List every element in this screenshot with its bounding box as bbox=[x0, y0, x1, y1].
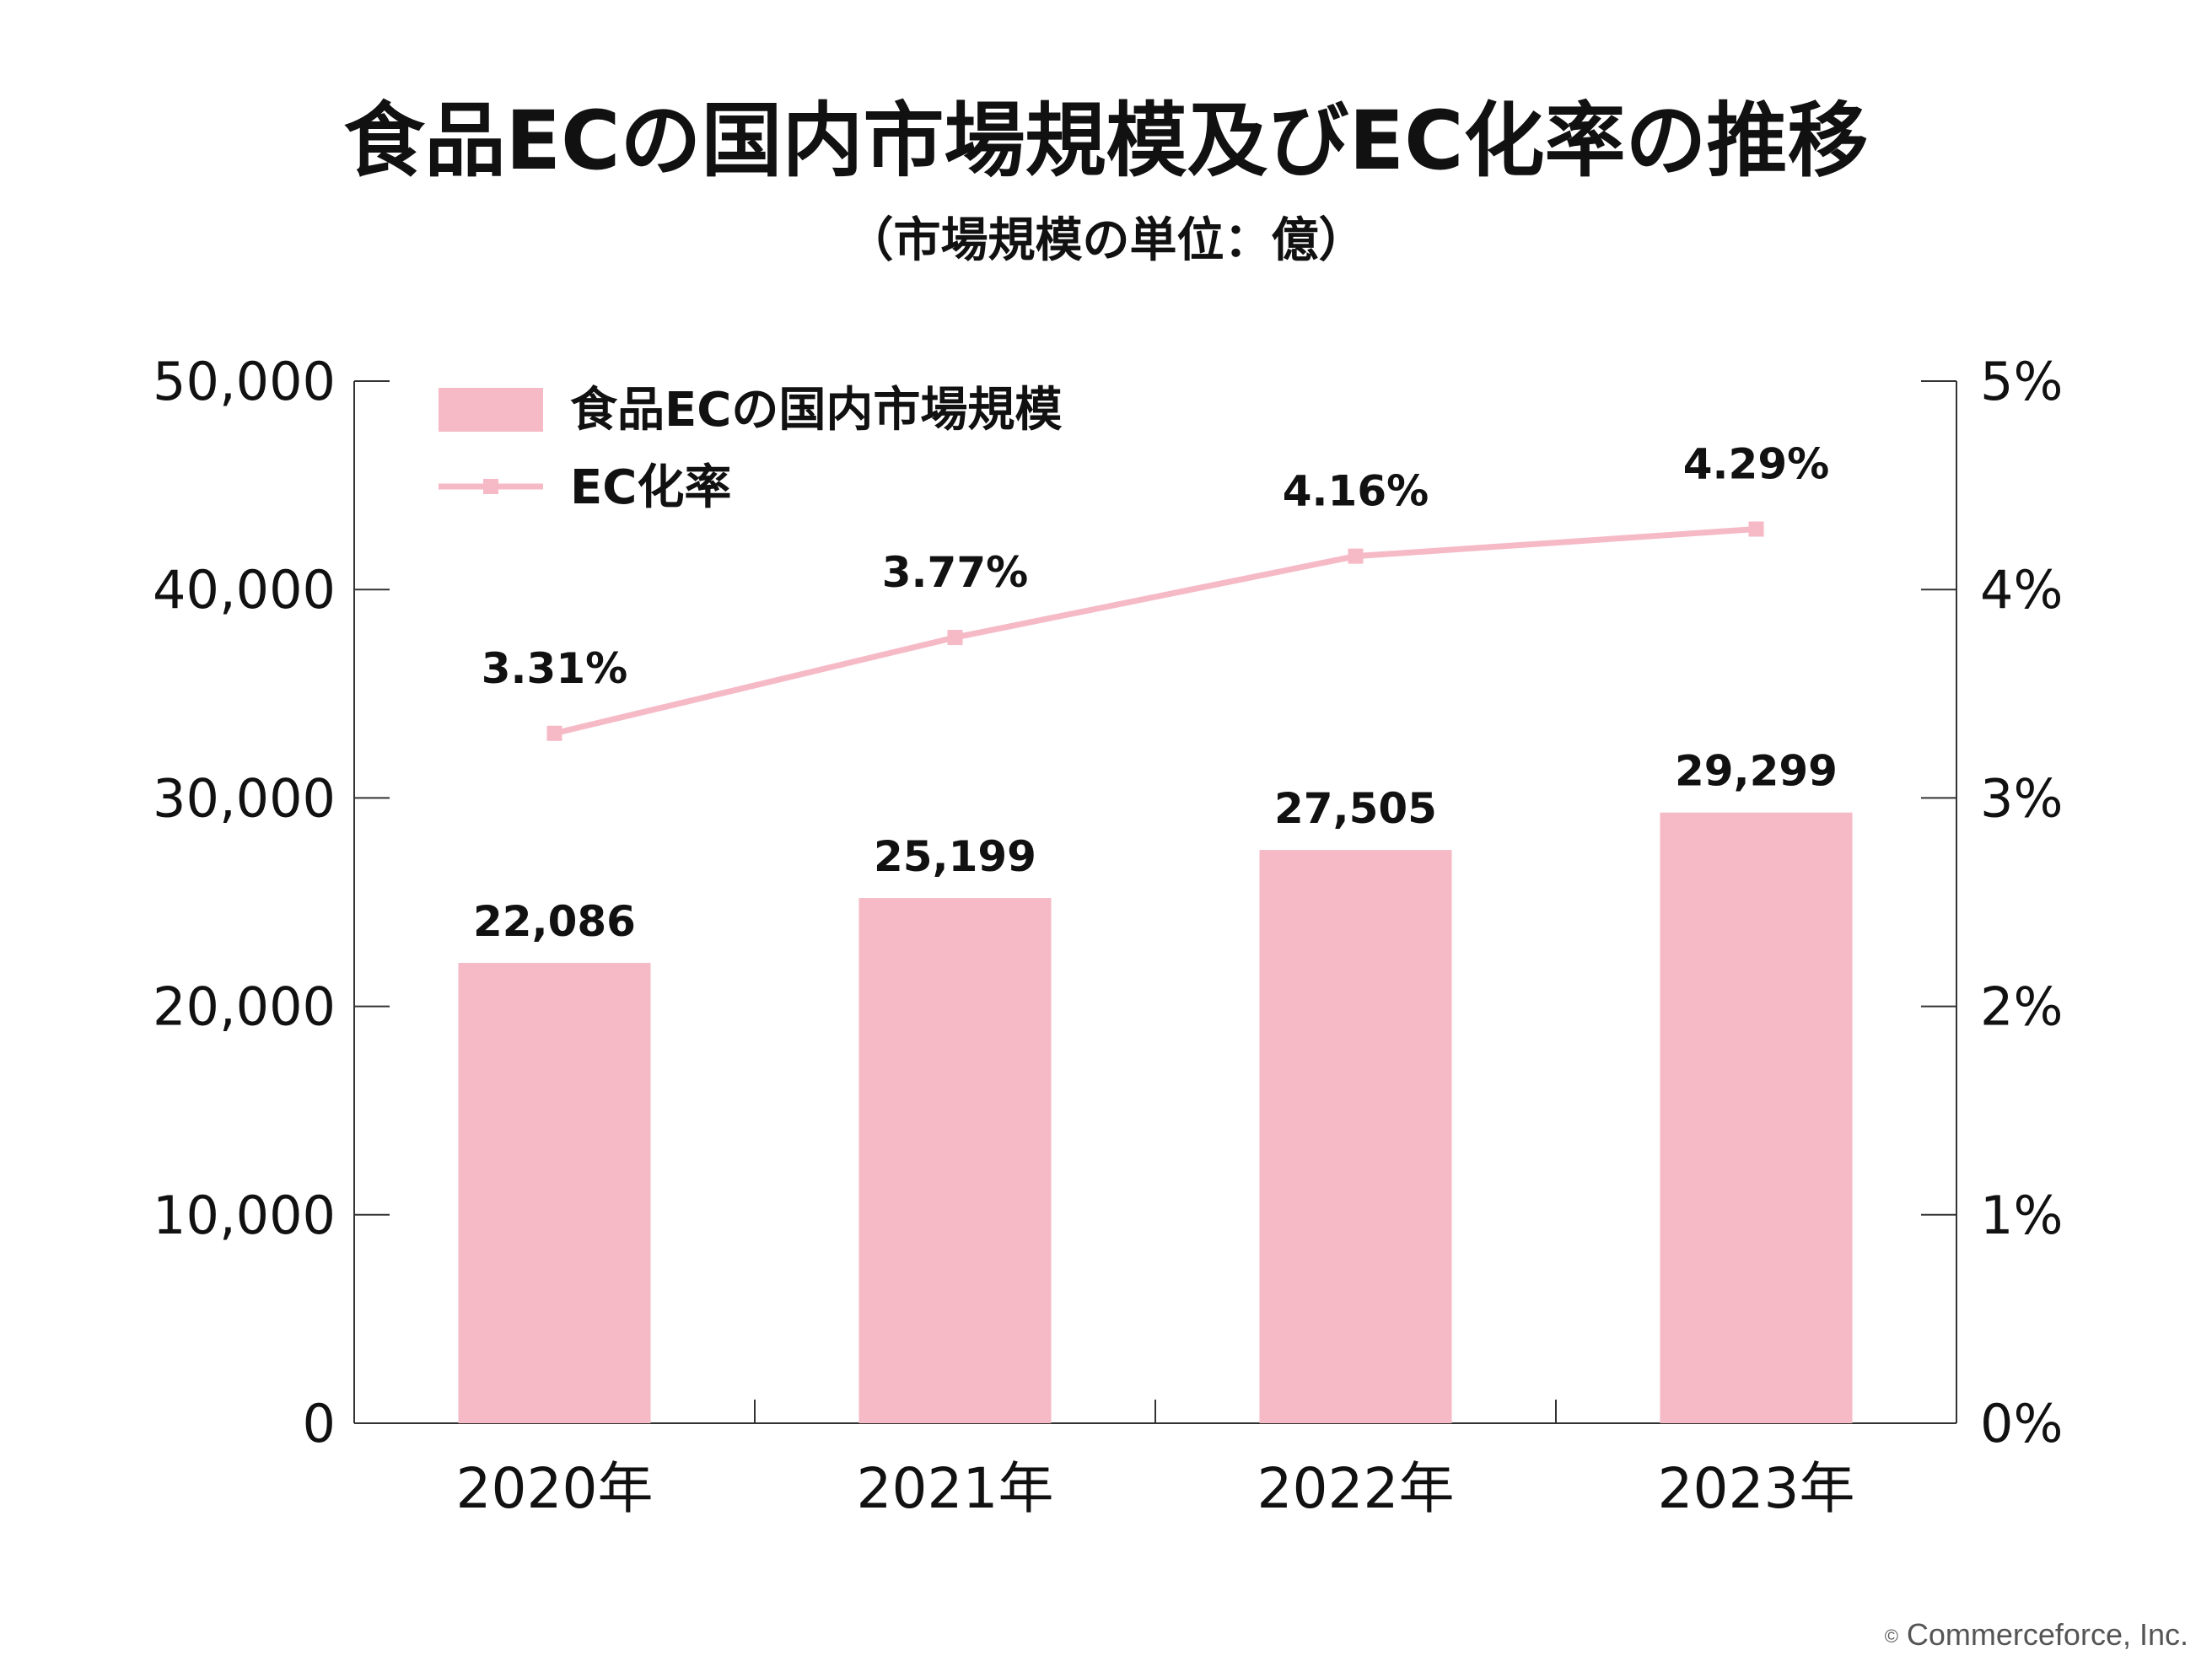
right-tick-label: 1% bbox=[1980, 1185, 2063, 1246]
left-tick-label: 40,000 bbox=[153, 559, 336, 621]
right-tick-label: 3% bbox=[1980, 767, 2063, 829]
ec-rate-label: 4.16% bbox=[1283, 467, 1429, 516]
x-tick-label: 2023年 bbox=[1658, 1456, 1855, 1521]
x-tick-label: 2021年 bbox=[857, 1456, 1054, 1521]
left-tick-label: 0 bbox=[303, 1393, 336, 1454]
ec-rate-point bbox=[947, 630, 963, 646]
right-tick-label: 4% bbox=[1980, 559, 2063, 621]
right-tick-label: 5% bbox=[1980, 351, 2063, 412]
bar bbox=[1259, 850, 1452, 1423]
bar-value-label: 29,299 bbox=[1675, 747, 1838, 796]
line-series: 3.31% 3.77% 4.16% 4.29% bbox=[482, 440, 1829, 741]
copyright-symbol: © bbox=[1884, 1626, 1898, 1647]
bar-value-label: 25,199 bbox=[874, 832, 1036, 881]
ec-rate-point bbox=[1348, 548, 1364, 564]
ec-rate-label: 3.31% bbox=[482, 644, 627, 693]
legend-bar-label: 食品ECの国内市場規模 bbox=[570, 383, 1062, 438]
left-tick-label: 50,000 bbox=[153, 351, 336, 412]
ec-rate-label: 3.77% bbox=[882, 548, 1028, 597]
left-tick-label: 30,000 bbox=[153, 767, 336, 829]
legend-line-marker bbox=[483, 479, 498, 494]
ec-rate-point bbox=[1748, 521, 1764, 537]
bar-value-label: 27,505 bbox=[1274, 784, 1437, 833]
legend: 食品ECの国内市場規模 EC化率 bbox=[439, 383, 1062, 515]
chart-subtitle: （市場規模の単位：億） bbox=[846, 213, 1366, 268]
legend-bar-swatch bbox=[439, 388, 543, 432]
x-tick-label: 2022年 bbox=[1257, 1456, 1455, 1521]
left-tick-label: 10,000 bbox=[153, 1185, 336, 1246]
copyright: © Commerceforce, Inc. bbox=[1885, 1617, 2188, 1653]
x-tick-label: 2020年 bbox=[456, 1456, 654, 1521]
ec-rate-point bbox=[546, 725, 562, 741]
ec-rate-line bbox=[553, 526, 1757, 737]
bar-series: 22,086 25,199 27,505 29,299 bbox=[458, 747, 1853, 1423]
bar-value-label: 22,086 bbox=[473, 897, 636, 946]
legend-line-label: EC化率 bbox=[570, 460, 731, 515]
right-tick-label: 2% bbox=[1980, 976, 2063, 1038]
chart-axes: 0 10,000 20,000 30,000 40,000 50,000 0% 1% 2% 3% 4… bbox=[153, 351, 2063, 1521]
chart-title: 食品ECの国内市場規模及びEC化率の推移 bbox=[343, 94, 1869, 188]
bar bbox=[1660, 812, 1853, 1423]
copyright-text: Commerceforce, Inc. bbox=[1906, 1617, 2188, 1652]
bar bbox=[458, 963, 651, 1423]
right-tick-label: 0% bbox=[1980, 1393, 2063, 1454]
ec-rate-label: 4.29% bbox=[1683, 440, 1829, 489]
bar bbox=[858, 898, 1052, 1423]
left-tick-label: 20,000 bbox=[153, 976, 336, 1038]
